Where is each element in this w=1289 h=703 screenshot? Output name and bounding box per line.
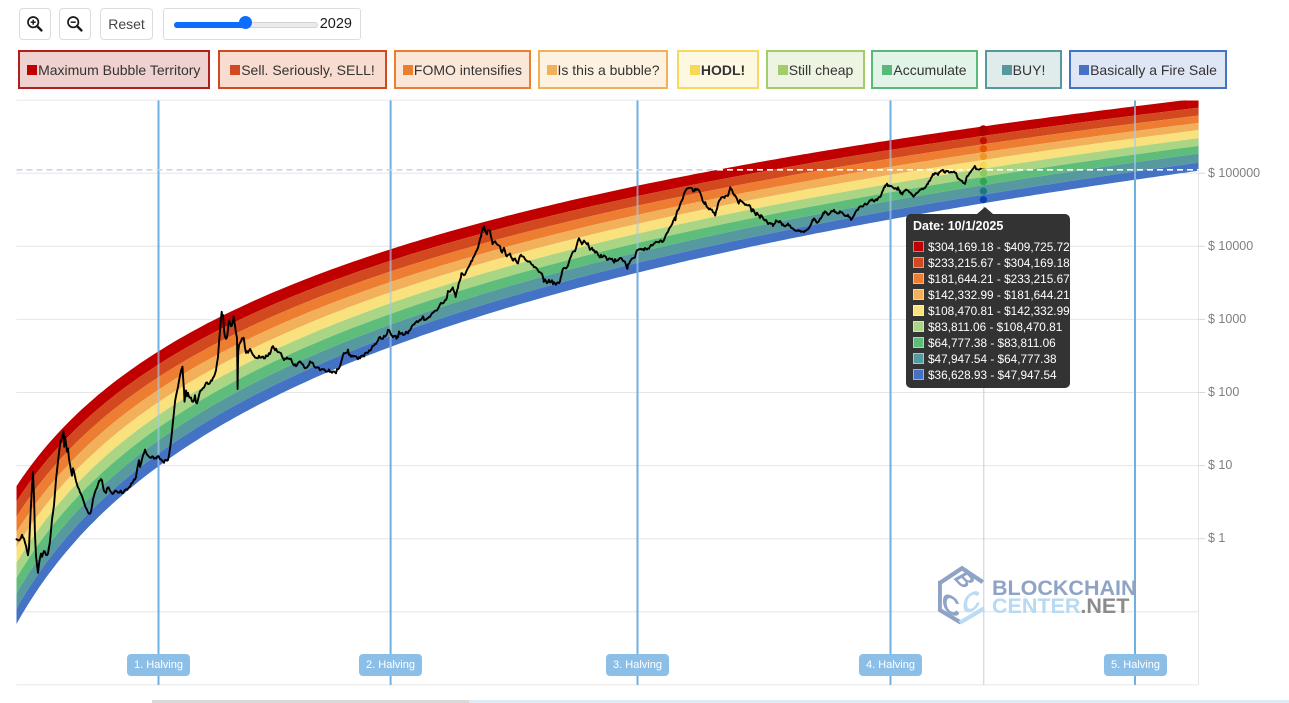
- svg-text:C: C: [942, 585, 960, 624]
- svg-text:BLOCKCHAIN: BLOCKCHAIN: [992, 576, 1137, 600]
- svg-text:C: C: [963, 582, 981, 621]
- svg-text:CENTER.NET: CENTER.NET: [992, 594, 1129, 618]
